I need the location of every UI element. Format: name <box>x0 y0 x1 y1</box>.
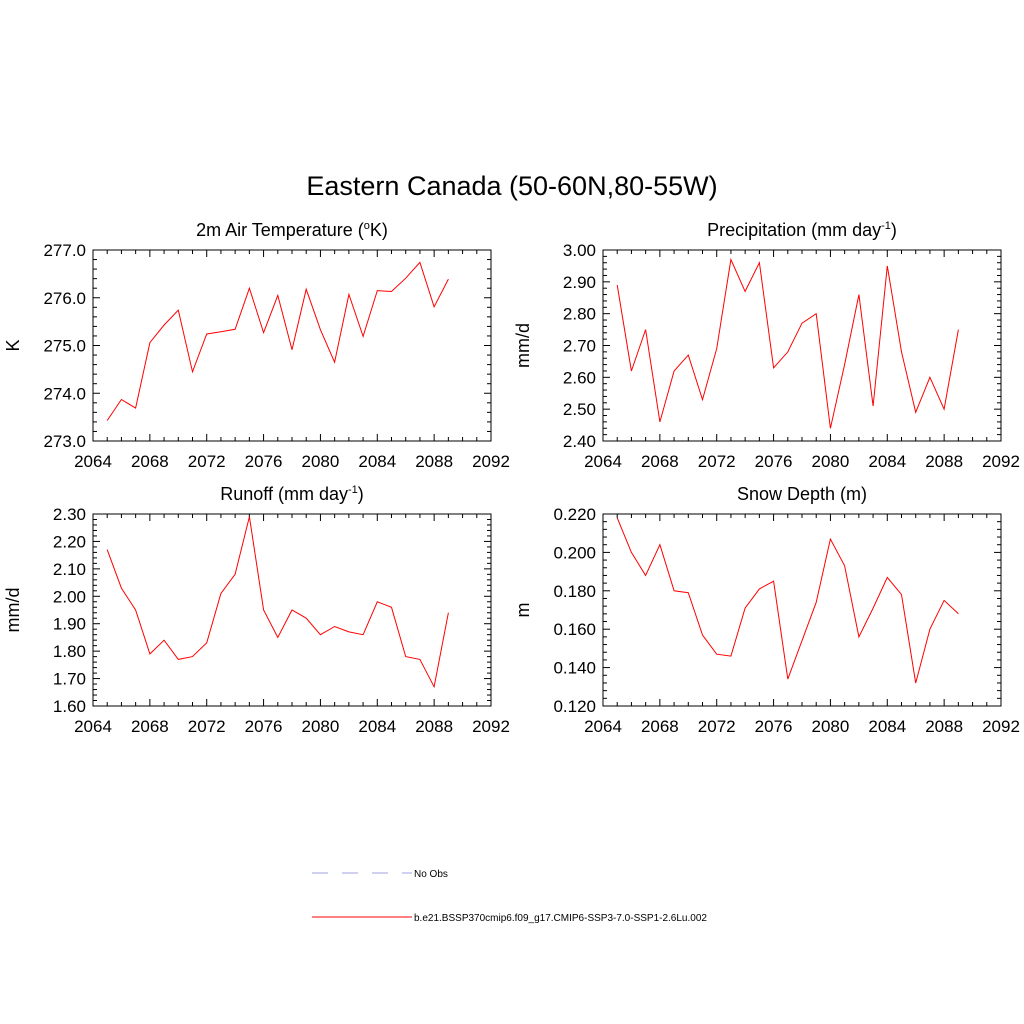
panel-title-suffix: K) <box>370 220 388 240</box>
x-tick-label: 2072 <box>698 717 736 736</box>
panel-precipitation: Precipitation (mm day-1) 2064 2068 2072 2076… <box>513 220 1020 471</box>
x-tick-label: 2088 <box>415 717 453 736</box>
x-tick-label: 2072 <box>188 717 226 736</box>
x-tick-label: 2064 <box>584 717 622 736</box>
x-tick-label: 2084 <box>868 452 906 471</box>
panel-title-text: Precipitation (mm day <box>707 220 881 240</box>
y-tick-label: 0.200 <box>553 543 596 562</box>
y-tick-label: 0.160 <box>553 620 596 639</box>
y-axis-label: mm/d <box>3 588 23 633</box>
y-tick-label: 2.60 <box>563 368 596 387</box>
panel-temperature: 2m Air Temperature (oK) 2064 2068 2072 2076 2… <box>3 220 510 471</box>
y-tick-label: 2.40 <box>563 432 596 451</box>
y-tick-label: 277.0 <box>43 241 86 260</box>
y-tick-label: 2.00 <box>53 587 86 606</box>
panel-title-runoff: Runoff (mm day-1) <box>220 484 364 504</box>
y-tick-label: 276.0 <box>43 289 86 308</box>
y-tick-label: 274.0 <box>43 384 86 403</box>
x-tick-label: 2092 <box>472 717 510 736</box>
x-tick-label: 2088 <box>925 452 963 471</box>
y-tick-label: 2.90 <box>563 273 596 292</box>
y-tick-label: 0.140 <box>553 659 596 678</box>
x-tick-label: 2080 <box>812 452 850 471</box>
x-tick-label: 2076 <box>245 717 283 736</box>
y-tick-label: 273.0 <box>43 432 86 451</box>
panel-title-superscript: o <box>364 220 370 232</box>
x-tick-label: 2088 <box>925 717 963 736</box>
y-tick-label: 2.50 <box>563 400 596 419</box>
legend-label: No Obs <box>414 869 448 880</box>
x-tick-label: 2084 <box>358 717 396 736</box>
figure-title: Eastern Canada (50-60N,80-55W) <box>306 171 717 201</box>
y-axis-label: m <box>513 603 533 618</box>
x-tick-label: 2068 <box>641 717 679 736</box>
y-tick-label: 1.80 <box>53 642 86 661</box>
panel-snow-depth: Snow Depth (m) 2064 2068 2072 2076 2080 2084 20… <box>513 484 1020 736</box>
panel-title-snow-depth: Snow Depth (m) <box>737 484 867 504</box>
x-tick-label: 2064 <box>74 452 112 471</box>
x-tick-label: 2064 <box>584 452 622 471</box>
x-tick-label: 2084 <box>358 452 396 471</box>
y-tick-label: 0.220 <box>553 505 596 524</box>
y-tick-label: 2.80 <box>563 305 596 324</box>
panel-title-text: Snow Depth (m) <box>737 484 867 504</box>
x-tick-label: 2064 <box>74 717 112 736</box>
x-tick-label: 2068 <box>131 717 169 736</box>
panel-title-suffix: ) <box>891 220 897 240</box>
y-tick-label: 2.20 <box>53 532 86 551</box>
series-line-temperature <box>106 261 449 421</box>
panel-runoff: Runoff (mm day-1) 2064 2068 2072 2076 2080 208… <box>3 484 510 736</box>
x-tick-label: 2072 <box>188 452 226 471</box>
y-tick-label: 1.60 <box>53 697 86 716</box>
y-axis-label: K <box>3 339 23 351</box>
plot-frame <box>92 249 492 442</box>
x-tick-label: 2076 <box>755 717 793 736</box>
panel-title-superscript: -1 <box>348 484 358 496</box>
y-tick-label: 1.70 <box>53 670 86 689</box>
series-line-runoff <box>106 516 449 689</box>
x-tick-label: 2084 <box>868 717 906 736</box>
y-tick-label: 2.10 <box>53 560 86 579</box>
x-tick-label: 2080 <box>812 717 850 736</box>
y-tick-label: 3.00 <box>563 241 596 260</box>
panel-title-suffix: ) <box>358 484 364 504</box>
series-line-precipitation <box>616 257 959 429</box>
x-tick-label: 2068 <box>131 452 169 471</box>
x-tick-label: 2080 <box>302 452 340 471</box>
panel-title-superscript: -1 <box>881 220 891 232</box>
x-tick-label: 2080 <box>302 717 340 736</box>
legend: No Obs b.e21.BSSP370cmip6.f09_g17.CMIP6-S… <box>312 869 707 924</box>
legend-label: b.e21.BSSP370cmip6.f09_g17.CMIP6-SSP3-7.… <box>414 913 707 924</box>
panel-title-precipitation: Precipitation (mm day-1) <box>707 220 897 240</box>
y-tick-label: 2.30 <box>53 505 86 524</box>
x-tick-label: 2092 <box>982 717 1020 736</box>
y-tick-label: 275.0 <box>43 337 86 356</box>
panel-title-text: Runoff (mm day <box>220 484 348 504</box>
y-tick-label: 1.90 <box>53 615 86 634</box>
x-tick-label: 2068 <box>641 452 679 471</box>
panel-title-text: 2m Air Temperature ( <box>196 220 364 240</box>
series-line-snow-depth <box>616 517 959 684</box>
y-tick-label: 0.180 <box>553 582 596 601</box>
x-tick-label: 2092 <box>472 452 510 471</box>
x-tick-label: 2092 <box>982 452 1020 471</box>
x-tick-label: 2076 <box>755 452 793 471</box>
y-axis-label: mm/d <box>513 323 533 368</box>
x-tick-label: 2088 <box>415 452 453 471</box>
x-tick-label: 2076 <box>245 452 283 471</box>
x-tick-label: 2072 <box>698 452 736 471</box>
plot-frame <box>602 513 1002 707</box>
y-tick-label: 2.70 <box>563 337 596 356</box>
panel-title-temperature: 2m Air Temperature (oK) <box>196 220 388 240</box>
y-tick-label: 0.120 <box>553 697 596 716</box>
